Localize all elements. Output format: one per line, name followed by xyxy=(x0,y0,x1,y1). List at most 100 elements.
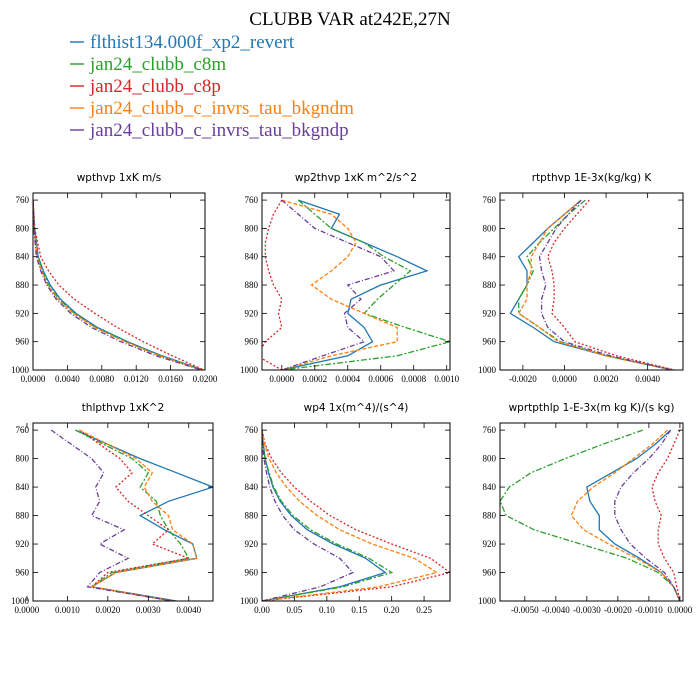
x-tick-label: 0.25 xyxy=(416,605,432,615)
plot-frame xyxy=(32,422,214,602)
legend-label: jan24_clubb_c8p xyxy=(89,76,221,97)
series-line xyxy=(614,429,681,601)
x-tick-label: 0.0040 xyxy=(176,605,201,615)
series-line xyxy=(33,200,203,370)
x-tick-label: -0.0040 xyxy=(542,605,570,615)
series-line xyxy=(75,429,213,601)
series-line xyxy=(570,429,681,601)
plot-frame xyxy=(499,192,684,371)
y-tick-label: 1000 xyxy=(478,365,497,375)
y-tick-label: 880 xyxy=(483,280,497,290)
x-tick-label: 0.0006 xyxy=(368,374,393,384)
legend: flthist134.000f_xp2_revert jan24_clubb_c8… xyxy=(70,32,354,141)
x-tick-label: 0.0000 xyxy=(21,374,46,384)
series-line xyxy=(547,199,675,370)
y-tick-label: 920 xyxy=(245,308,259,318)
y-tick-label: 760 xyxy=(483,425,497,435)
y-tick-label: 760 xyxy=(16,195,30,205)
y-tick-label: 960 xyxy=(483,568,497,578)
y-tick-label: 760 xyxy=(16,425,30,435)
y-tick-label: 920 xyxy=(245,539,259,549)
series-line xyxy=(33,200,203,370)
y-tick-label: 1000 xyxy=(240,365,259,375)
y-tick-label: 1000 xyxy=(11,596,30,606)
legend-label: flthist134.000f_xp2_revert xyxy=(90,32,295,53)
y-tick-label: 800 xyxy=(16,223,30,233)
series-line xyxy=(262,199,283,370)
plot-frame xyxy=(32,192,206,371)
y-tick-label: 960 xyxy=(16,337,30,347)
x-tick-label: 0.0030 xyxy=(136,605,161,615)
y-tick-label: 840 xyxy=(483,482,497,492)
y-tick-label: 960 xyxy=(16,568,30,578)
x-tick-label: 0.0000 xyxy=(668,605,693,615)
y-tick-label: 920 xyxy=(483,539,497,549)
y-tick-label: 800 xyxy=(16,454,30,464)
plot-frame xyxy=(261,422,451,602)
y-tick-label: 880 xyxy=(483,511,497,521)
series-line xyxy=(281,199,396,370)
y-tick-label: 800 xyxy=(483,454,497,464)
panel-1: wpthvp 1xK m/s76080084088092096010000.00… xyxy=(11,172,218,384)
series-line xyxy=(517,199,673,370)
series-line xyxy=(281,199,450,370)
x-tick-label: 0.0020 xyxy=(95,605,120,615)
y-tick-label: 880 xyxy=(245,280,259,290)
y-tick-label: 920 xyxy=(16,308,30,318)
x-tick-label: -0.0020 xyxy=(604,605,632,615)
y-tick-label: 840 xyxy=(245,252,259,262)
panel-title: thlpthvp 1xK^2 xyxy=(82,402,165,414)
series-line xyxy=(500,429,681,601)
series-line xyxy=(509,199,673,370)
plot-frame xyxy=(261,192,451,371)
series-line xyxy=(33,200,205,370)
panel-2: wp2thvp 1xK m^2/s^2 760 800 840 880 920 960 100… xyxy=(240,172,460,384)
panel-title: rtpthvp 1E-3x(kg/kg) K xyxy=(532,172,653,184)
panels: wpthvp 1xK m/s76080084088092096010000.00… xyxy=(11,172,693,615)
y-tick-label: 760 xyxy=(483,195,497,205)
y-tick-label: 800 xyxy=(245,454,259,464)
y-tick-label: 880 xyxy=(16,280,30,290)
panel-4: thlpthvp 1xK^276080084088092096010000.00… xyxy=(11,402,214,615)
x-tick-label: 0.0020 xyxy=(594,374,619,384)
plot-frame xyxy=(499,422,684,602)
x-tick-label: 0.0000 xyxy=(269,374,294,384)
x-tick-label: 0.0008 xyxy=(401,374,426,384)
x-tick-label: 0.10 xyxy=(319,605,335,615)
y-tick-label: 960 xyxy=(245,568,259,578)
series-line xyxy=(79,429,198,601)
series-line xyxy=(262,429,450,601)
panel-title: wpthvp 1xK m/s xyxy=(77,172,162,184)
x-tick-label: 0.0200 xyxy=(193,374,218,384)
y-tick-label: 960 xyxy=(245,337,259,347)
y-tick-label: 1000 xyxy=(11,365,30,375)
x-tick-label: -0.0030 xyxy=(573,605,601,615)
panel-6: wprtpthlp 1-E-3x(m kg K)/(s kg) 760 800 840… xyxy=(478,402,693,615)
x-tick-label: 0.0080 xyxy=(89,374,114,384)
series-line xyxy=(262,429,439,601)
series-line xyxy=(33,200,204,370)
legend-label: jan24_clubb_c_invrs_tau_bkgndm xyxy=(89,98,354,119)
y-tick-label: 1000 xyxy=(478,596,497,606)
x-tick-label: 0.0010 xyxy=(55,605,80,615)
x-tick-label: -0.0050 xyxy=(511,605,539,615)
series-line xyxy=(33,200,202,370)
series-line xyxy=(262,430,354,601)
series-line xyxy=(79,429,192,601)
y-tick-label: 880 xyxy=(245,511,259,521)
y-tick-label: 800 xyxy=(245,223,259,233)
y-tick-label: 920 xyxy=(16,539,30,549)
figure-title: CLUBB VAR at242E,27N xyxy=(249,9,451,30)
y-tick-label: 840 xyxy=(16,482,30,492)
series-line xyxy=(518,199,673,370)
x-tick-label: 0.0002 xyxy=(302,374,327,384)
y-tick-label: 1000 xyxy=(240,596,259,606)
x-tick-label: 0.0040 xyxy=(635,374,660,384)
panel-3: rtpthvp 1E-3x(kg/kg) K 760 800 840 880 920 960… xyxy=(478,172,684,384)
legend-label: jan24_clubb_c_invrs_tau_bkgndp xyxy=(89,120,349,141)
y-tick-label: 800 xyxy=(483,223,497,233)
x-tick-label: 0.0160 xyxy=(158,374,183,384)
y-tick-label: 840 xyxy=(16,252,30,262)
x-tick-label: 0.0000 xyxy=(15,605,40,615)
